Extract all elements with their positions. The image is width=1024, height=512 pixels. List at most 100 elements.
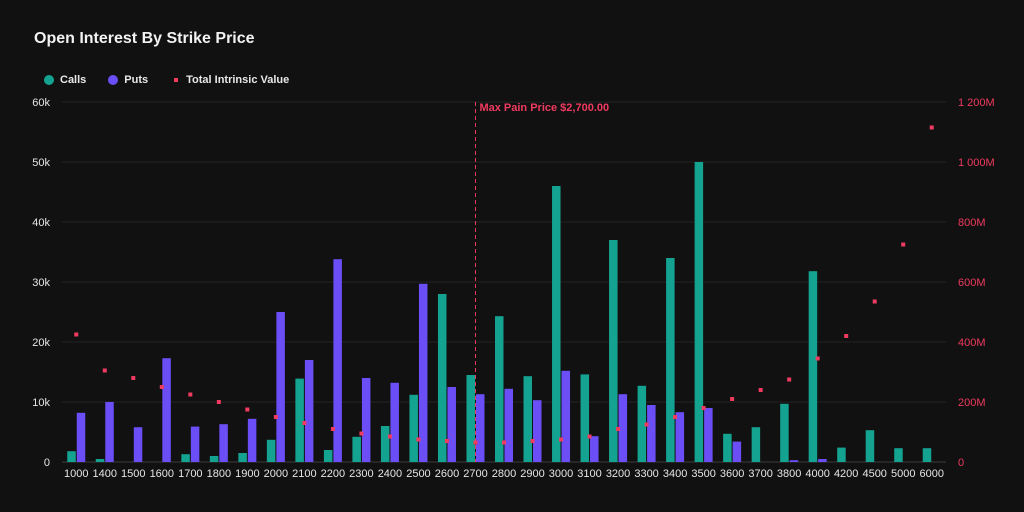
intrinsic-point: [302, 421, 307, 425]
bar-calls: [437, 294, 447, 462]
bar-puts: [276, 312, 285, 462]
bar-calls: [266, 439, 276, 462]
x-tick-label: 3600: [720, 468, 744, 480]
bar-puts: [732, 441, 742, 462]
bar-puts: [247, 418, 257, 462]
bar-puts: [618, 394, 628, 462]
intrinsic-point: [730, 397, 735, 401]
bar-puts: [475, 394, 485, 462]
legend-calls-swatch: [44, 75, 54, 85]
y-tick-label: 20k: [32, 337, 50, 349]
x-tick-label: 1900: [235, 468, 259, 480]
x-tick-label: 1400: [93, 468, 117, 480]
x-tick-label: 2100: [292, 468, 316, 480]
intrinsic-point: [330, 427, 335, 431]
bar-calls: [67, 451, 76, 462]
chart-legend: Calls Puts Total Intrinsic Value: [44, 74, 311, 86]
legend-item-puts[interactable]: Puts: [108, 74, 148, 86]
x-tick-label: 5000: [891, 468, 915, 480]
bar-calls: [609, 240, 618, 462]
bar-calls: [552, 186, 561, 462]
x-tick-label: 3100: [577, 468, 601, 480]
bar-calls: [808, 271, 818, 462]
intrinsic-point: [673, 415, 678, 419]
bar-puts: [647, 405, 656, 462]
bar-calls: [95, 459, 105, 462]
y-tick-label: 0: [44, 457, 50, 469]
x-tick-label: 2200: [321, 468, 345, 480]
legend-item-calls[interactable]: Calls: [44, 74, 86, 86]
bar-calls: [580, 374, 590, 462]
x-tick-label: 4000: [805, 468, 829, 480]
bar-calls: [295, 378, 304, 462]
bar-puts: [361, 378, 371, 462]
bar-calls: [666, 258, 675, 462]
intrinsic-point: [473, 440, 478, 445]
legend-item-intrinsic[interactable]: Total Intrinsic Value: [170, 74, 289, 86]
bar-puts: [304, 360, 314, 462]
bar-calls: [780, 403, 789, 462]
y-tick-label: 50k: [32, 157, 50, 169]
x-tick-label: 3200: [606, 468, 630, 480]
legend-intrinsic-label: Total Intrinsic Value: [186, 74, 290, 86]
intrinsic-point: [587, 434, 592, 439]
bar-puts: [190, 426, 200, 462]
intrinsic-point: [758, 388, 763, 392]
x-tick-label: 3500: [691, 468, 715, 480]
x-tick-label: 1700: [178, 468, 202, 480]
x-tick-label: 2500: [406, 468, 430, 480]
intrinsic-point: [359, 431, 364, 436]
y-tick-label: 40k: [32, 217, 50, 229]
y-tick-label: 10k: [32, 397, 50, 409]
intrinsic-point: [844, 334, 849, 338]
intrinsic-point: [616, 427, 621, 431]
x-tick-label: 2000: [264, 468, 288, 480]
bar-calls: [380, 426, 390, 462]
intrinsic-point: [188, 392, 193, 397]
y2-tick-label: 1 000M: [958, 157, 995, 169]
x-tick-label: 3300: [634, 468, 658, 480]
intrinsic-point: [701, 406, 706, 410]
bar-puts: [333, 259, 342, 462]
intrinsic-point: [416, 437, 421, 442]
x-tick-label: 2400: [378, 468, 402, 480]
bar-puts: [675, 412, 685, 462]
intrinsic-point: [644, 422, 649, 427]
intrinsic-point: [901, 242, 906, 247]
legend-intrinsic-swatch: [174, 78, 179, 82]
bar-calls: [238, 453, 247, 462]
bar-calls: [751, 427, 761, 462]
intrinsic-point: [815, 356, 820, 361]
x-tick-label: 6000: [919, 468, 943, 480]
intrinsic-point: [131, 376, 136, 380]
intrinsic-point: [245, 407, 250, 412]
bar-puts: [447, 387, 456, 462]
intrinsic-point: [530, 439, 535, 443]
bar-calls: [523, 376, 533, 462]
bar-calls: [922, 448, 932, 462]
intrinsic-point: [216, 400, 221, 404]
legend-puts-swatch: [108, 75, 119, 85]
bar-puts: [504, 388, 513, 462]
x-tick-label: 4200: [834, 468, 858, 480]
bar-calls: [723, 433, 732, 462]
intrinsic-point: [102, 368, 107, 373]
x-tick-label: 2300: [349, 468, 373, 480]
y2-tick-label: 600M: [958, 277, 986, 289]
y2-tick-label: 400M: [958, 337, 986, 349]
legend-calls-label: Calls: [60, 74, 87, 86]
x-tick-label: 4500: [862, 468, 886, 480]
bar-puts: [219, 424, 228, 462]
intrinsic-point: [387, 434, 392, 439]
x-tick-label: 3800: [777, 468, 801, 480]
bar-calls: [694, 162, 704, 462]
intrinsic-point: [159, 385, 164, 389]
x-tick-label: 1000: [64, 468, 88, 480]
bar-calls: [637, 385, 647, 462]
x-tick-label: 3400: [663, 468, 687, 480]
bar-calls: [409, 394, 418, 462]
bar-puts: [418, 283, 428, 462]
bar-puts: [789, 460, 799, 462]
bar-calls: [209, 456, 219, 462]
max-pain-label: Max Pain Price $2,700.00: [479, 102, 609, 114]
